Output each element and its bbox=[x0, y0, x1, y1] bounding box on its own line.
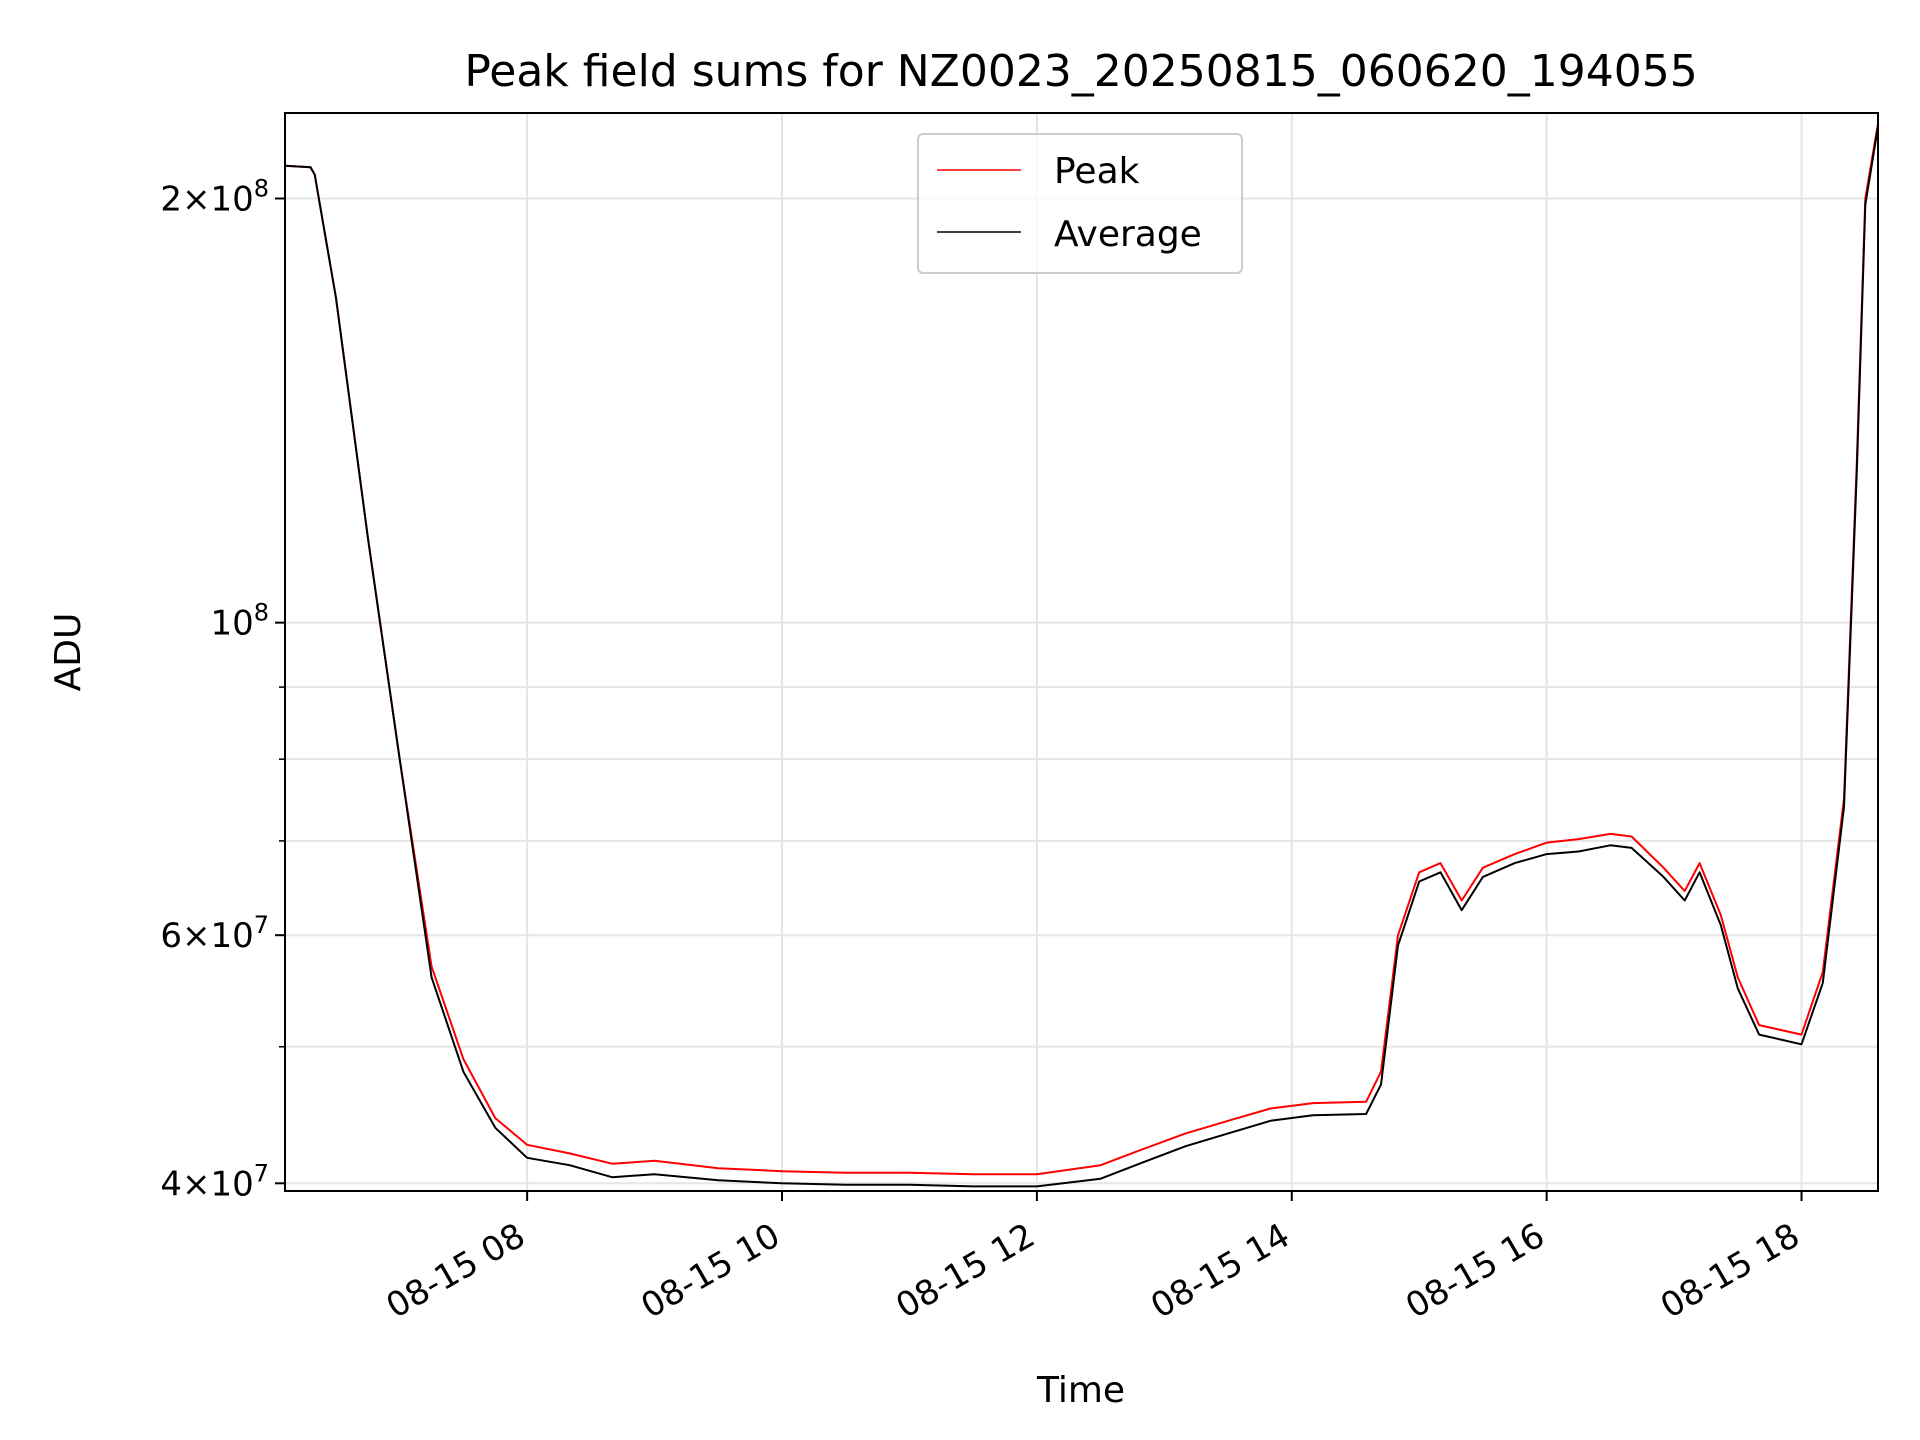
series-line-peak bbox=[285, 123, 1878, 1176]
y-tick-label: 6×107 bbox=[160, 911, 269, 956]
x-axis-label: Time bbox=[1036, 1370, 1125, 1411]
series-layer bbox=[285, 123, 1878, 1188]
legend-label-average: Average bbox=[1054, 214, 1202, 255]
chart-title: Peak field sums for NZ0023_20250815_0606… bbox=[464, 46, 1697, 97]
legend: Peak Average bbox=[917, 133, 1243, 274]
y-tick-label: 4×107 bbox=[160, 1159, 269, 1204]
y-axis-label: ADU bbox=[48, 613, 89, 692]
legend-label-peak: Peak bbox=[1054, 151, 1140, 192]
series-line-average bbox=[285, 126, 1878, 1188]
y-tick-label: 2×108 bbox=[160, 175, 269, 220]
plot-frame bbox=[284, 112, 1879, 1192]
legend-box bbox=[917, 133, 1243, 274]
